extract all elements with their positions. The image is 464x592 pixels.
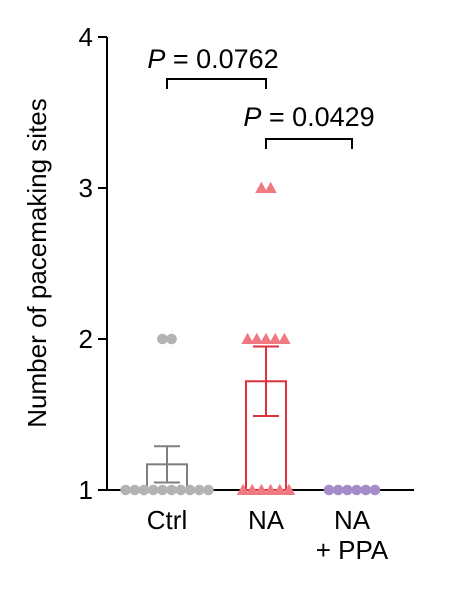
data-point <box>342 484 353 496</box>
data-point <box>184 484 196 496</box>
data-point <box>241 332 254 344</box>
data-point <box>157 484 168 496</box>
significance-bracket <box>265 138 353 149</box>
x-tick-label: NA <box>248 505 285 535</box>
data-point <box>166 333 177 345</box>
data-point <box>246 483 259 495</box>
y-tick-label: 4 <box>79 22 93 52</box>
significance-bracket <box>166 78 267 89</box>
data-point <box>360 484 372 496</box>
data-point <box>264 181 277 193</box>
data-point <box>129 484 141 496</box>
x-tick-labels: Ctrl NA NA+ PPA <box>147 505 389 565</box>
data-point <box>351 484 362 496</box>
data-point <box>138 484 150 496</box>
x-tick-label: Ctrl <box>147 505 187 535</box>
data-point <box>193 484 205 496</box>
data-point <box>369 484 381 496</box>
significance-brackets: P = 0.0762 P = 0.0429 <box>147 44 375 149</box>
p-value-label: P = 0.0429 <box>243 102 374 132</box>
y-ticks: 1 2 3 4 <box>79 22 107 505</box>
y-tick-label: 2 <box>79 324 93 354</box>
bars <box>146 345 372 491</box>
data-point <box>269 332 282 344</box>
data-point <box>264 483 277 495</box>
data-point <box>282 483 296 495</box>
data-point <box>250 332 263 344</box>
data-point <box>157 333 168 345</box>
data-points <box>120 181 381 496</box>
data-point <box>255 483 268 495</box>
p-value-label: P = 0.0762 <box>147 44 278 74</box>
data-point <box>323 484 335 496</box>
data-point <box>259 332 273 344</box>
x-tick-label: NA <box>334 505 371 535</box>
y-tick-label: 3 <box>79 173 93 203</box>
data-point <box>203 484 214 496</box>
data-point <box>273 483 286 495</box>
data-point <box>166 484 177 496</box>
x-tick-label: + PPA <box>316 535 389 565</box>
y-tick-label: 1 <box>79 475 93 505</box>
data-point <box>147 484 159 496</box>
data-point <box>332 484 344 496</box>
data-point <box>236 483 250 495</box>
data-point <box>255 181 268 193</box>
y-axis-label: Number of pacemaking sites <box>22 98 52 427</box>
data-point <box>120 484 131 496</box>
data-point <box>278 332 291 344</box>
data-point <box>175 484 187 496</box>
